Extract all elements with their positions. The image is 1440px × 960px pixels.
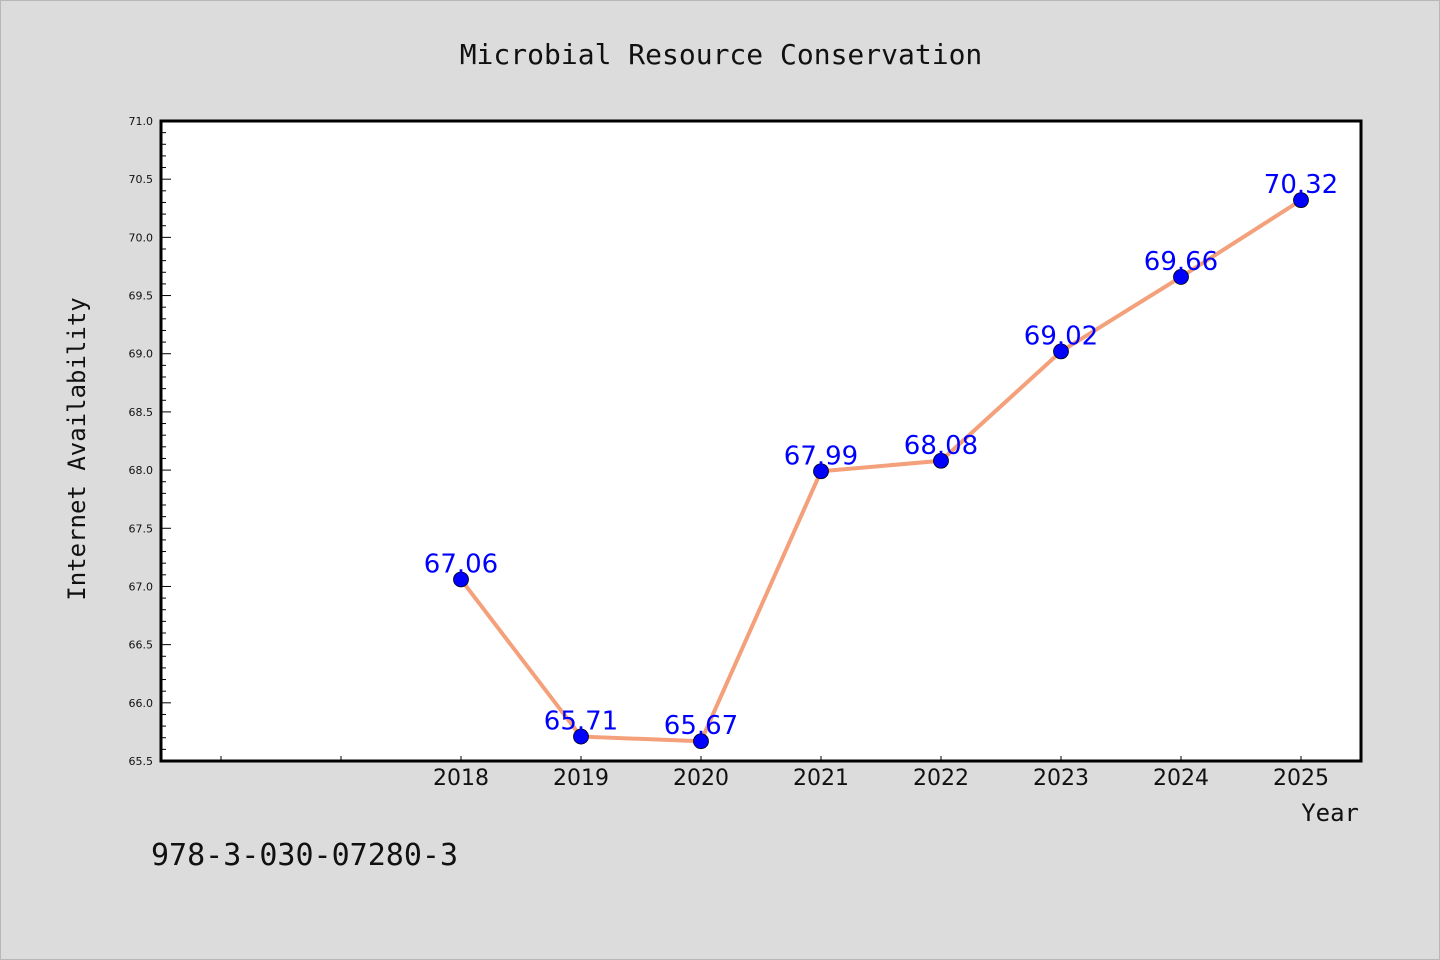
data-labels: 67.06 65.71 65.67 67.99 68.08 69.02 69.66 70.32 bbox=[424, 170, 1338, 741]
y-tick-label: 66.0 bbox=[129, 697, 154, 710]
data-point bbox=[933, 452, 949, 469]
data-label: 69.02 bbox=[1024, 321, 1098, 351]
y-tick-label: 67.0 bbox=[129, 580, 154, 593]
x-tick-label: 2020 bbox=[673, 766, 729, 791]
x-tick-label: 2018 bbox=[433, 766, 489, 791]
footnote-isbn: 978-3-030-07280-3 bbox=[151, 838, 458, 873]
data-label: 70.32 bbox=[1264, 170, 1338, 200]
data-point bbox=[1053, 343, 1069, 360]
data-label: 69.66 bbox=[1144, 247, 1218, 277]
y-tick-label: 67.5 bbox=[129, 522, 154, 535]
y-tick-label: 70.5 bbox=[129, 173, 154, 186]
data-label: 65.71 bbox=[544, 707, 618, 737]
y-tick-label: 70.0 bbox=[129, 231, 154, 244]
x-tick-label: 2022 bbox=[913, 766, 969, 791]
data-point bbox=[1293, 192, 1309, 209]
y-tick-label: 71.0 bbox=[129, 115, 154, 128]
data-label: 65.67 bbox=[664, 711, 738, 741]
y-tick-label: 68.5 bbox=[129, 406, 154, 419]
data-label: 67.99 bbox=[784, 441, 858, 471]
chart-title: Microbial Resource Conservation bbox=[460, 38, 983, 71]
data-point bbox=[813, 463, 829, 480]
y-tick-label: 69.0 bbox=[129, 348, 154, 361]
x-axis-label: Year bbox=[1301, 799, 1359, 827]
x-tick-label: 2024 bbox=[1153, 766, 1209, 791]
x-tick-label: 2023 bbox=[1033, 766, 1089, 791]
y-tick-label: 65.5 bbox=[129, 755, 154, 768]
y-tick-label: 68.0 bbox=[129, 464, 154, 477]
series-line bbox=[459, 198, 1303, 744]
y-axis-label: Internet Availability bbox=[63, 297, 91, 600]
x-axis: 2018 2019 2020 2021 2022 2023 2024 2025 bbox=[220, 756, 1329, 791]
data-point bbox=[453, 571, 469, 588]
data-label: 68.08 bbox=[904, 431, 978, 461]
y-tick-label: 69.5 bbox=[129, 290, 154, 303]
series-lines bbox=[459, 198, 1303, 744]
x-tick-label: 2021 bbox=[793, 766, 849, 791]
plot-area bbox=[159, 119, 1363, 763]
y-axis: 65.5 66.0 66.5 67.0 67.5 68.0 68.5 69.0 69.5 70.0… bbox=[129, 115, 171, 768]
y-tick-label: 66.5 bbox=[129, 639, 154, 652]
data-point bbox=[693, 733, 709, 750]
x-tick-label: 2025 bbox=[1273, 766, 1329, 791]
data-point bbox=[1173, 269, 1189, 285]
data-label: 67.06 bbox=[424, 549, 498, 579]
data-point bbox=[573, 728, 589, 745]
data-points bbox=[453, 192, 1309, 750]
x-tick-label: 2019 bbox=[553, 766, 609, 791]
